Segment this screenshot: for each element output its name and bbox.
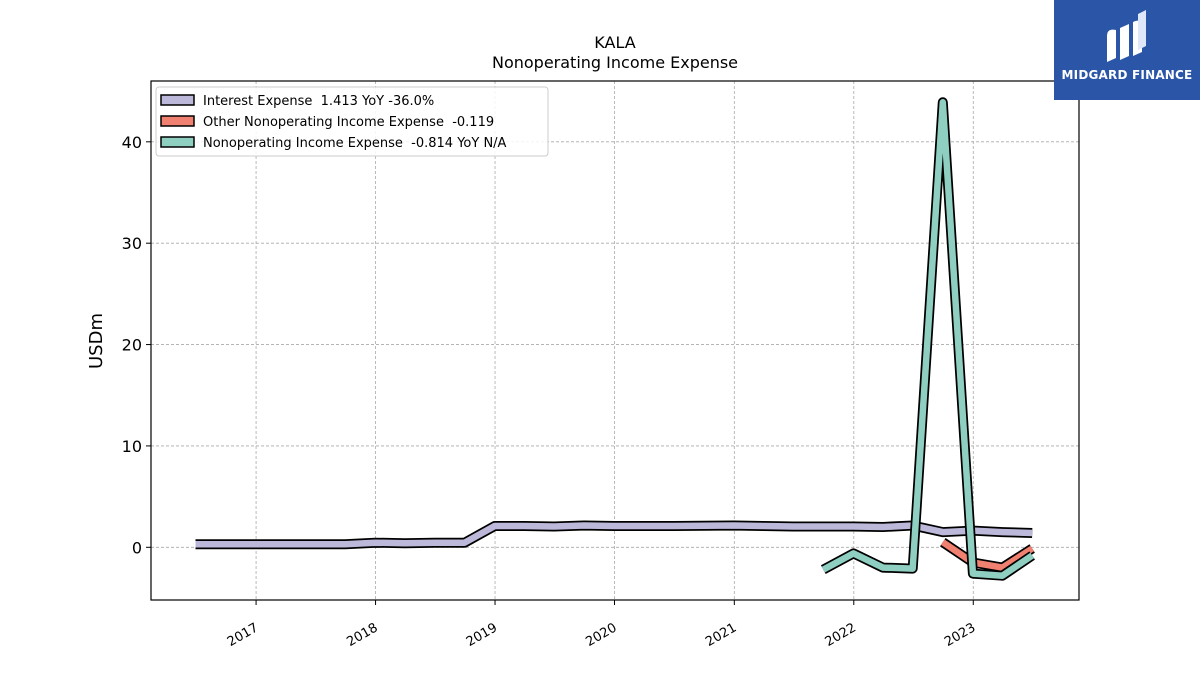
y-tick-label: 20 bbox=[122, 336, 142, 355]
legend-entry-1: Other Nonoperating Income Expense -0.119 bbox=[203, 115, 494, 130]
x-axis: 2017 2018 2019 2020 2021 2022 2023 bbox=[225, 600, 978, 650]
x-tick-label: 2022 bbox=[823, 620, 859, 650]
y-axis: 0 10 20 30 40 bbox=[122, 133, 151, 557]
legend-swatch-1 bbox=[160, 115, 195, 127]
x-tick-label: 2018 bbox=[344, 620, 380, 650]
legend-box bbox=[155, 86, 549, 157]
series-2-line bbox=[821, 99, 1035, 579]
legend-entry-0: Interest Expense 1.413 YoY -36.0% bbox=[203, 94, 434, 109]
x-tick-label: 2023 bbox=[942, 620, 978, 650]
x-tick-label: 2019 bbox=[464, 620, 500, 650]
y-tick-label: 30 bbox=[122, 234, 142, 253]
series-lines bbox=[195, 97, 1036, 581]
logo-text: MIDGARD FINANCE bbox=[1061, 68, 1193, 82]
y-tick-label: 0 bbox=[132, 538, 142, 557]
logo-mark-icon bbox=[1107, 10, 1146, 63]
chart-subtitle: Nonoperating Income Expense bbox=[492, 53, 738, 72]
x-tick-label: 2017 bbox=[225, 620, 261, 650]
brand-logo: MIDGARD FINANCE bbox=[1054, 0, 1200, 100]
legend-swatch-0 bbox=[160, 94, 195, 106]
legend-swatch-2 bbox=[160, 136, 195, 148]
y-axis-label: USDm bbox=[86, 313, 107, 369]
series-1-line bbox=[940, 539, 1034, 571]
chart-title: KALA bbox=[594, 33, 635, 52]
x-tick-label: 2020 bbox=[583, 620, 619, 650]
series-0-line bbox=[195, 522, 1033, 548]
y-tick-label: 10 bbox=[122, 437, 142, 456]
legend: Interest Expense 1.413 YoY -36.0% Other N… bbox=[155, 86, 549, 157]
x-tick-label: 2021 bbox=[703, 620, 739, 650]
y-tick-label: 40 bbox=[122, 133, 142, 152]
legend-entry-2: Nonoperating Income Expense -0.814 YoY N… bbox=[203, 136, 507, 151]
